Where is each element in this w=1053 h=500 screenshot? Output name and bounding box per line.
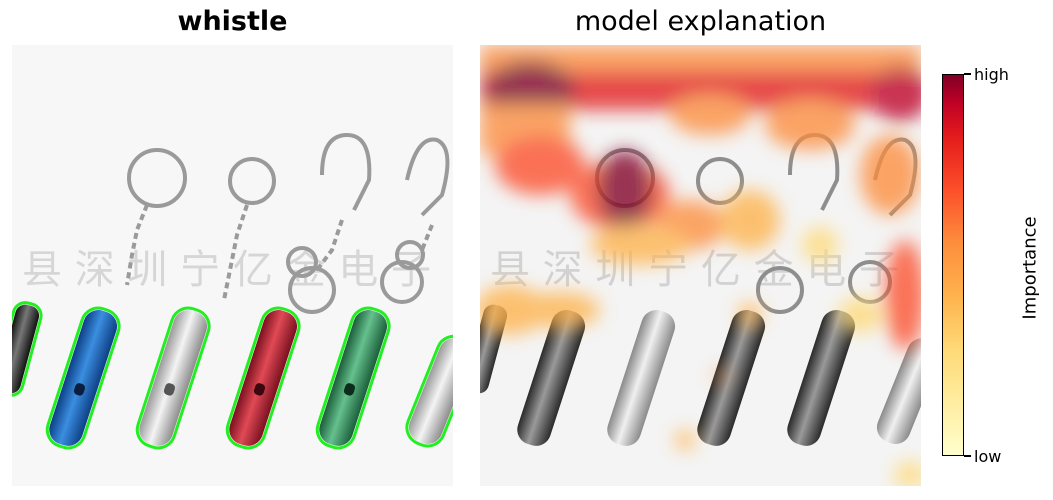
original-image-panel: 县 深 圳 宁 亿 金 电 子 [12,45,453,486]
colorbar-low-label: low [974,447,1002,466]
right-panel-title: model explanation [574,6,827,37]
colorbar-tick-low [964,455,971,457]
whistle-photo: 县 深 圳 宁 亿 金 电 子 [12,45,453,486]
explanation-heatmap: 县 深 圳 宁 亿 金 电 子 [480,45,921,486]
colorbar-axis-label: Importance [1019,216,1041,320]
explanation-panel: 县 深 圳 宁 亿 金 电 子 [480,45,921,486]
whistles [12,304,453,446]
colorbar-high-label: high [974,65,1009,84]
colorbar-tick-high [964,73,971,75]
importance-colorbar [942,74,964,456]
segmentation-outlines [12,301,453,450]
left-panel-title: whistle [177,6,288,37]
svg-text:县 深 圳 宁 亿 金 电 子: 县 深 圳 宁 亿 金 电 子 [490,247,899,293]
key-rings [125,132,450,314]
